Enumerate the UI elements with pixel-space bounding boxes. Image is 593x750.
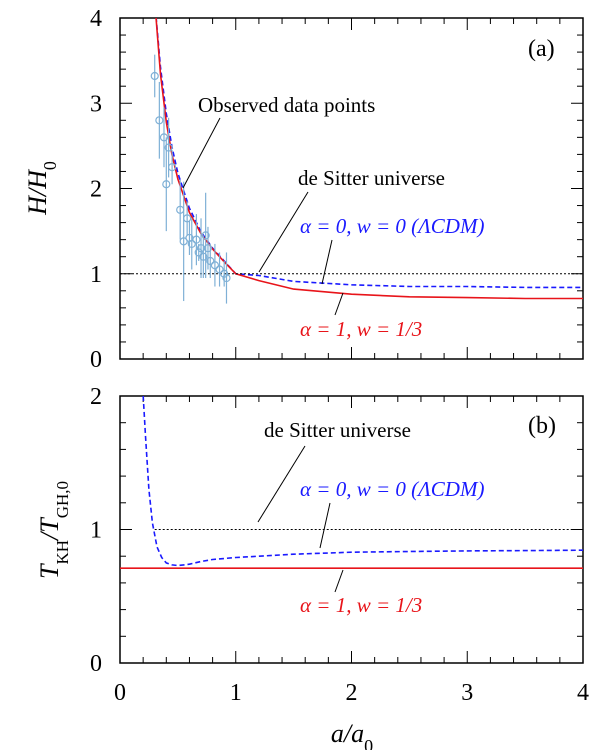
panel-b-alpha1-leader [334, 569, 344, 593]
data-point [167, 163, 177, 172]
x-axis-label-main: a/a [331, 719, 364, 748]
panel-a-observed-leader [182, 117, 221, 189]
panel-b: 0 1 2 (b) TKH/TGH,0 de Sitter universe α =… [35, 384, 584, 677]
panel-a-y-tick-labels: 0 1 2 3 4 [90, 6, 102, 373]
series-line [142, 396, 583, 567]
y-tick-label: 1 [90, 262, 102, 288]
panel-b-desitter-leader [257, 445, 306, 523]
panel-a-label: (a) [528, 36, 555, 62]
data-point [220, 269, 229, 278]
series-line [155, 18, 583, 289]
panel-a-alpha1-annotation: α = 1, w = 1/3 [300, 317, 422, 341]
data-point [192, 235, 201, 244]
x-tick-label: 2 [346, 680, 358, 706]
panel-a-desitter-annotation: de Sitter universe [298, 166, 445, 190]
panel-b-alpha1-annotation: α = 1, w = 1/3 [300, 593, 422, 617]
panel-b-data [120, 396, 583, 569]
panel-b-lcdm-leader [319, 502, 331, 549]
panel-b-ylabel-sub1: KH [53, 540, 72, 565]
panel-b-desitter-annotation: de Sitter universe [264, 418, 411, 442]
panel-b-lcdm-annotation: α = 0, w = 0 (ΛCDM) [300, 477, 484, 501]
panel-b-ticks [119, 395, 584, 664]
data-point [150, 71, 159, 81]
panel-b-ylabel-sub2: GH,0 [53, 481, 72, 518]
panel-a-lcdm-annotation: α = 0, w = 0 (ΛCDM) [300, 214, 484, 238]
data-point [222, 273, 231, 283]
data-point [155, 116, 164, 125]
x-tick-label: 4 [577, 680, 589, 706]
panel-b-y-tick-labels: 0 1 2 [90, 384, 102, 677]
panel-a-ylabel-main: H/H [23, 169, 52, 216]
panel-a-ticks [119, 17, 584, 360]
panel-a-lcdm-leader [321, 239, 333, 285]
data-point [162, 180, 171, 189]
data-point [159, 133, 169, 142]
panel-a-alpha1-leader [334, 292, 344, 316]
x-tick-label: 0 [114, 680, 126, 706]
x-tick-label: 1 [230, 680, 242, 706]
data-point [201, 231, 210, 240]
panel-a-ylabel: H/H0 [23, 161, 60, 216]
x-tick-label: 3 [461, 680, 473, 706]
data-point [199, 252, 208, 261]
y-tick-label: 4 [90, 6, 102, 32]
data-point [183, 214, 192, 223]
data-point [164, 143, 173, 152]
data-point [187, 239, 196, 249]
data-point [206, 256, 215, 266]
x-tick-labels: 0 1 2 3 4 [114, 680, 589, 706]
y-tick-label: 3 [90, 91, 102, 117]
y-tick-label: 0 [90, 347, 102, 373]
panel-b-label: (b) [528, 413, 556, 439]
x-axis-label-sub: 0 [364, 736, 373, 750]
panel-a-desitter-leader [258, 191, 309, 273]
data-point [203, 244, 213, 253]
y-tick-label: 2 [90, 177, 102, 203]
y-tick-label: 2 [90, 384, 102, 410]
panel-a-data [120, 18, 583, 304]
x-axis-label: a/a0 [331, 719, 373, 750]
panel-b-ylabel-slash: /T [35, 517, 64, 542]
data-point [215, 265, 224, 274]
data-point [210, 261, 220, 270]
panel-a-observed-annotation: Observed data points [198, 93, 375, 117]
panel-b-ylabel: TKH/TGH,0 [35, 481, 72, 579]
y-tick-label: 0 [90, 651, 102, 677]
panel-a-ylabel-sub: 0 [40, 161, 60, 170]
data-point [179, 237, 188, 246]
panel-b-ylabel-main: T [35, 563, 64, 579]
data-point [194, 248, 203, 257]
y-tick-label: 1 [90, 518, 102, 544]
